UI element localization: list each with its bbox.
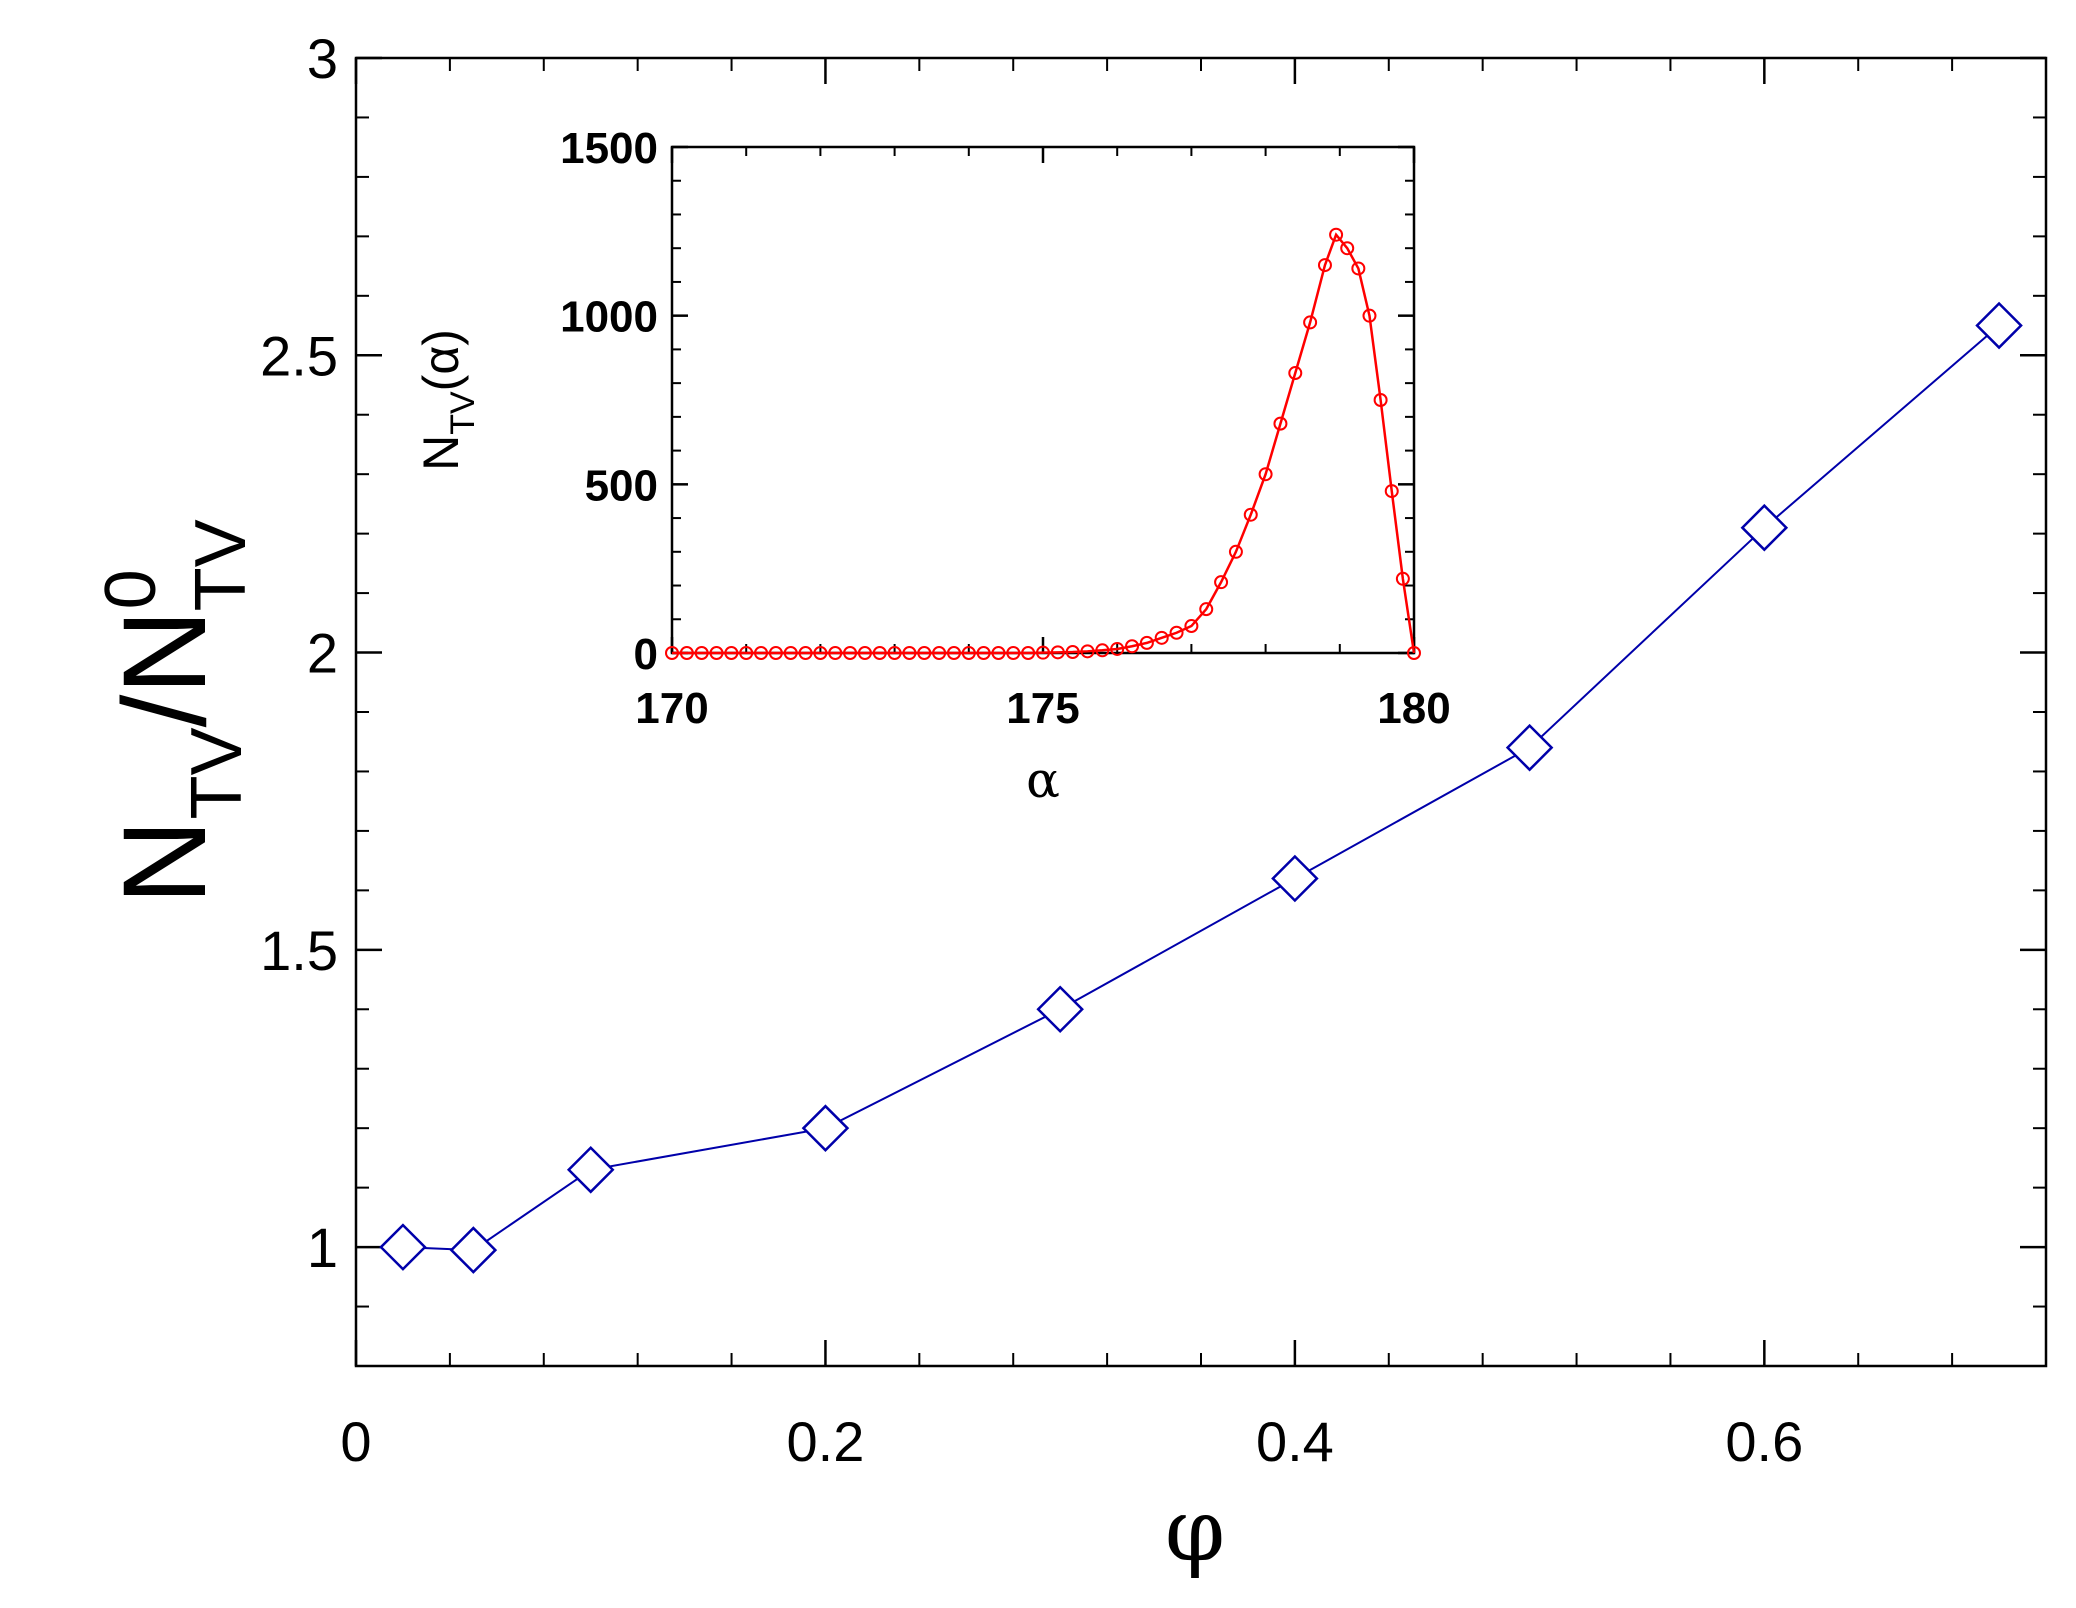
main-x-tick-label: 0.4 xyxy=(1256,1410,1334,1473)
inset-data-point xyxy=(1184,619,1199,634)
inset-data-point xyxy=(828,646,843,660)
inset-x-tick-label: 175 xyxy=(1006,684,1079,733)
inset-data-point xyxy=(709,646,724,660)
inset-data-point xyxy=(1329,227,1344,242)
main-y-tick-label: 1.5 xyxy=(260,919,338,982)
inset-data-point xyxy=(1273,416,1288,431)
main-y-tick-label: 3 xyxy=(307,27,338,90)
inset-data-point xyxy=(1080,644,1095,659)
inset-data-point xyxy=(1243,507,1258,522)
inset-data-point xyxy=(1258,467,1273,482)
inset-background xyxy=(672,147,1414,653)
inset-data-point xyxy=(1050,645,1065,660)
main-series xyxy=(379,301,2023,1274)
inset-data-point xyxy=(1036,645,1050,660)
inset-data-point xyxy=(1362,308,1377,323)
inset-data-point xyxy=(1154,630,1169,645)
main-data-point xyxy=(801,1104,850,1152)
inset-data-point xyxy=(946,646,961,660)
inset-data-point xyxy=(754,646,769,660)
inset-data-point xyxy=(917,646,932,660)
main-data-point xyxy=(1036,985,1084,1034)
main-x-tick-label: 0.6 xyxy=(1725,1410,1803,1473)
main-ticks: 0 0.2 0.4 0.6 1 1.5 2 2.5 3 xyxy=(260,27,2047,1473)
inset-x-tick-label: 170 xyxy=(635,684,708,733)
inset-data-point xyxy=(1373,393,1388,407)
inset-data-point xyxy=(798,646,813,660)
inset-data-point xyxy=(932,646,947,660)
inset-y-tick-label: 1500 xyxy=(560,124,658,173)
inset-data-point xyxy=(1395,571,1410,586)
inset-data-point xyxy=(813,646,828,660)
inset-data-point xyxy=(1139,635,1154,650)
inset-data-point xyxy=(902,646,917,660)
main-x-axis-label: φ xyxy=(1165,1481,1225,1581)
inset-data-point xyxy=(872,646,887,660)
main-data-point xyxy=(1271,854,1319,903)
inset-data-point xyxy=(1199,602,1214,617)
inset-data-point xyxy=(665,646,679,660)
inset-data-point xyxy=(679,646,694,660)
main-y-axis-label: NTV/N0 TV xyxy=(91,519,261,904)
inset-data-point xyxy=(1317,258,1332,273)
inset-data-point xyxy=(1110,641,1125,656)
inset-data-point xyxy=(1095,643,1110,658)
main-y-tick-label: 1 xyxy=(307,1216,338,1279)
inset-data-point xyxy=(1021,646,1036,660)
inset-y-axis-label: NTV(α) xyxy=(413,329,482,471)
inset-data-point xyxy=(1303,315,1318,330)
inset-y-tick-label: 1000 xyxy=(560,293,658,342)
inset-data-point xyxy=(1169,625,1184,640)
inset-data-point xyxy=(1407,646,1421,660)
inset-ticks: 170 175 180 0 500 1000 1500 xyxy=(560,124,1451,733)
inset-data-point xyxy=(991,646,1006,660)
main-y-tick-label: 2.5 xyxy=(260,324,338,387)
inset-data-point xyxy=(961,646,976,660)
main-data-point xyxy=(379,1223,427,1271)
inset-data-point xyxy=(1065,644,1080,659)
main-y-tick-label: 2 xyxy=(307,622,338,685)
inset-series xyxy=(665,227,1421,660)
inset-data-point xyxy=(1288,366,1303,381)
inset-data-point xyxy=(976,646,991,660)
inset-x-axis-label: α xyxy=(1026,751,1060,809)
inset-data-point xyxy=(857,646,872,660)
inset-data-point xyxy=(739,646,754,660)
inset-x-tick-label: 180 xyxy=(1377,684,1450,733)
inset-series-line xyxy=(672,232,1416,655)
main-x-tick-label: 0 xyxy=(340,1410,371,1473)
inset-data-point xyxy=(843,646,858,660)
main-data-point xyxy=(1740,503,1789,552)
inset-data-point xyxy=(768,646,783,660)
inset-data-point xyxy=(1214,575,1229,590)
inset-data-point xyxy=(887,646,902,660)
main-x-tick-label: 0.2 xyxy=(787,1410,865,1473)
inset-y-tick-label: 0 xyxy=(634,630,658,679)
main-data-point xyxy=(449,1226,498,1274)
inset-data-point xyxy=(694,646,709,660)
main-data-point xyxy=(1505,723,1554,772)
inset-data-point xyxy=(1125,639,1140,654)
inset-data-point xyxy=(1340,241,1355,256)
inset-data-point xyxy=(1228,544,1243,559)
inset-data-point xyxy=(1006,646,1021,660)
main-data-point xyxy=(566,1146,615,1194)
inset-y-tick-label: 500 xyxy=(585,461,658,510)
inset-data-point xyxy=(1351,261,1366,276)
inset-data-point xyxy=(783,646,798,660)
inset-data-point xyxy=(1384,484,1399,499)
main-data-point xyxy=(1975,301,2023,350)
inset-data-point xyxy=(724,646,739,660)
